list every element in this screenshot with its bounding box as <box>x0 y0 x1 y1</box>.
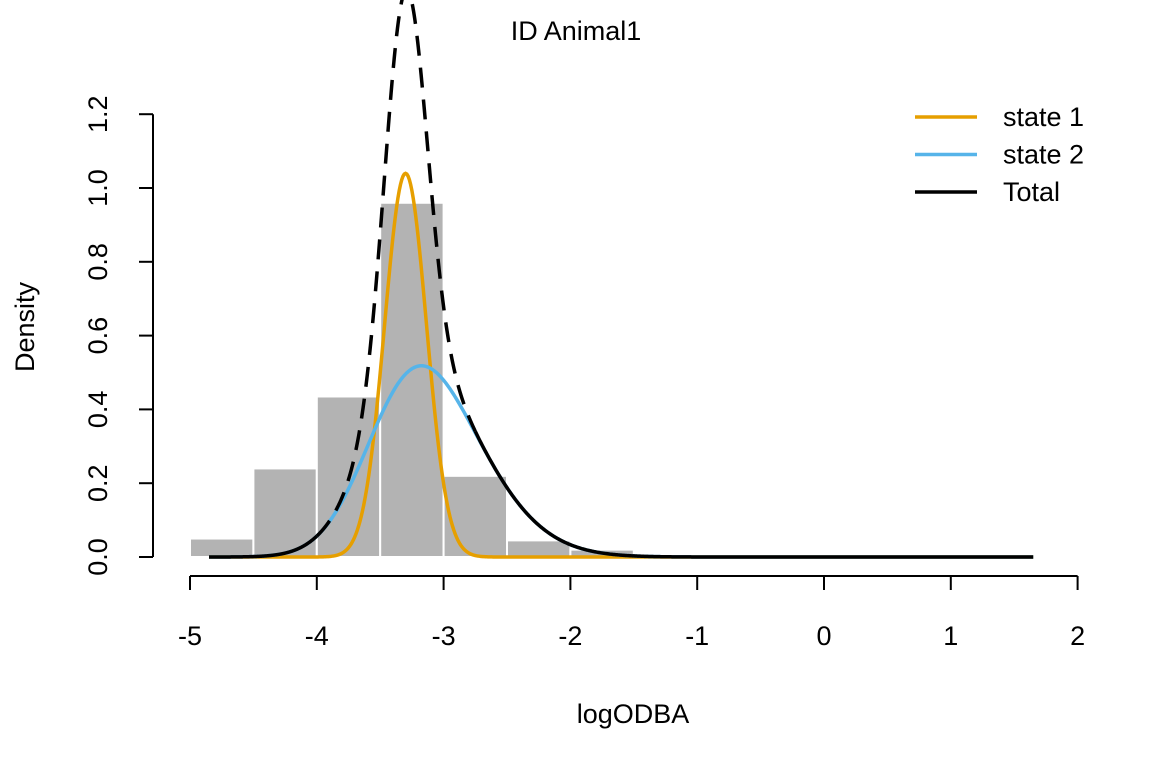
legend-label-1: state 1 <box>1003 102 1084 132</box>
total-curve-center <box>315 0 477 538</box>
x-tick-label: -1 <box>685 621 709 651</box>
histogram-bar-1 <box>252 467 318 558</box>
chart-title: ID Animal1 <box>511 16 642 46</box>
y-axis-label: Density <box>10 281 40 372</box>
y-axis: 0.0 0.2 0.4 0.6 0.8 1.0 1.2 <box>83 95 154 576</box>
total-curve-left <box>209 534 318 559</box>
density-curves <box>209 0 1034 559</box>
y-tick-label: 0.0 <box>83 538 113 576</box>
y-tick-label: 0.8 <box>83 243 113 281</box>
y-tick-label: 0.4 <box>83 391 113 429</box>
y-tick-label: 0.6 <box>83 317 113 355</box>
x-tick-label: 2 <box>1070 621 1085 651</box>
x-tick-label: -5 <box>178 621 202 651</box>
legend: state 1 state 2 Total <box>915 102 1084 207</box>
x-tick-label: -4 <box>305 621 329 651</box>
x-tick-label: -2 <box>558 621 582 651</box>
histogram-bar-4 <box>442 474 509 559</box>
x-axis: -5 -4 -3 -2 -1 0 1 2 <box>178 575 1085 651</box>
total-curve-right <box>473 430 1034 559</box>
x-axis-label: logODBA <box>577 699 690 729</box>
y-tick-label: 1.0 <box>83 169 113 207</box>
y-tick-label: 1.2 <box>83 95 113 133</box>
y-tick-label: 0.2 <box>83 464 113 502</box>
x-tick-label: -3 <box>432 621 456 651</box>
histogram-bar-5 <box>506 539 572 559</box>
x-tick-label: 1 <box>943 621 958 651</box>
x-tick-label: 0 <box>816 621 831 651</box>
legend-label-3: Total <box>1003 177 1060 207</box>
histogram-bar-0 <box>189 537 255 558</box>
histogram-bars <box>189 201 699 559</box>
legend-label-2: state 2 <box>1003 140 1084 170</box>
